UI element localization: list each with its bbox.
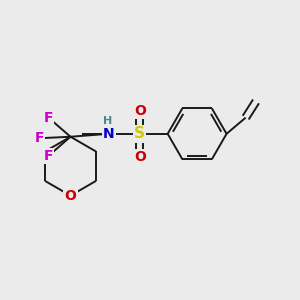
Text: O: O <box>64 189 76 202</box>
Text: F: F <box>35 131 44 145</box>
Text: F: F <box>44 149 53 163</box>
Text: N: N <box>103 127 115 141</box>
Text: H: H <box>103 116 112 126</box>
Text: O: O <box>134 150 146 164</box>
Text: S: S <box>134 126 145 141</box>
Text: O: O <box>134 104 146 118</box>
Text: F: F <box>44 111 53 124</box>
